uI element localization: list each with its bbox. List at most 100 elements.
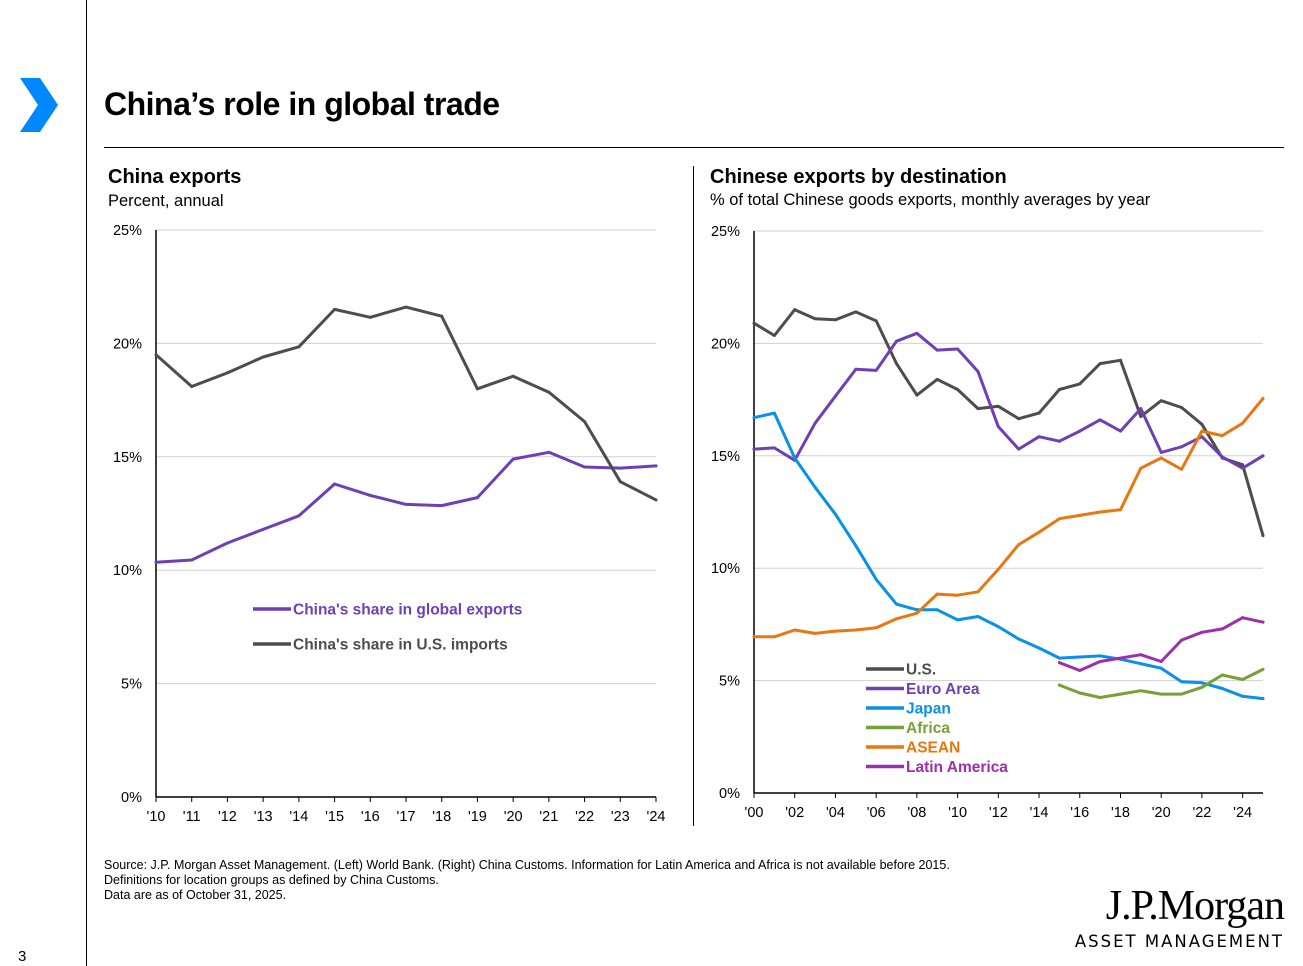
x-tick-label: '08	[907, 805, 926, 821]
data-point	[1261, 396, 1265, 400]
x-tick-label: '24	[647, 809, 666, 825]
legend-label: China's share in global exports	[293, 602, 522, 619]
data-point	[1078, 382, 1082, 386]
data-point	[654, 498, 658, 502]
x-tick-label: '12	[218, 809, 237, 825]
data-point	[1098, 659, 1102, 663]
data-point	[261, 355, 265, 359]
source-note: Source: J.P. Morgan Asset Management. (L…	[104, 858, 950, 903]
data-point	[1078, 429, 1082, 433]
series-line	[752, 308, 1265, 538]
data-point	[1220, 627, 1224, 631]
data-point	[935, 608, 939, 612]
data-point	[752, 321, 756, 325]
data-point	[475, 387, 479, 391]
data-point	[1037, 646, 1041, 650]
data-point	[813, 485, 817, 489]
data-point	[833, 512, 837, 516]
x-tick-label: '11	[183, 809, 201, 825]
x-tick-label: '22	[1192, 805, 1211, 821]
legend-label: Africa	[906, 720, 950, 737]
data-point	[1261, 534, 1265, 538]
data-point	[976, 590, 980, 594]
x-tick-label: '00	[745, 805, 764, 821]
data-point	[1220, 673, 1224, 677]
data-point	[1180, 680, 1184, 684]
legend-label: China's share in U.S. imports	[293, 637, 508, 654]
y-tick-label: 0%	[719, 786, 740, 802]
legend-label: Latin America	[906, 759, 1008, 776]
data-point	[996, 425, 1000, 429]
x-tick-label: '19	[468, 809, 487, 825]
data-point	[1139, 662, 1143, 666]
data-point	[752, 447, 756, 451]
data-point	[547, 450, 551, 454]
data-point	[1180, 638, 1184, 642]
legend-label: ASEAN	[906, 740, 960, 757]
data-point	[1078, 513, 1082, 517]
x-tick-label: '24	[1233, 805, 1252, 821]
left-chart-subtitle: Percent, annual	[108, 192, 224, 210]
data-point	[1159, 659, 1163, 663]
data-point	[915, 393, 919, 397]
data-point	[1139, 653, 1143, 657]
chevron-right-icon	[20, 78, 58, 132]
data-point	[1139, 414, 1143, 418]
data-point	[956, 593, 960, 597]
series-line	[752, 331, 1265, 470]
data-point	[833, 629, 837, 633]
title-divider	[104, 147, 1284, 148]
data-point	[1057, 683, 1061, 687]
data-point	[654, 464, 658, 468]
data-point	[1180, 467, 1184, 471]
data-point	[1118, 358, 1122, 362]
data-point	[1220, 455, 1224, 459]
data-point	[1139, 689, 1143, 693]
data-point	[996, 567, 1000, 571]
data-point	[1159, 666, 1163, 670]
legend-label: Euro Area	[906, 681, 980, 698]
x-tick-label: '16	[1070, 805, 1089, 821]
data-point	[956, 347, 960, 351]
data-point	[772, 446, 776, 450]
data-point	[996, 625, 1000, 629]
data-point	[1220, 434, 1224, 438]
data-point	[1098, 695, 1102, 699]
data-point	[895, 617, 899, 621]
data-point	[1180, 445, 1184, 449]
data-point	[1098, 362, 1102, 366]
data-point	[440, 314, 444, 318]
data-point	[1200, 429, 1204, 433]
source-line: Definitions for location groups as defin…	[104, 873, 439, 887]
data-point	[1057, 517, 1061, 521]
data-point	[297, 514, 301, 518]
data-point	[190, 558, 194, 562]
x-tick-label: '15	[325, 809, 344, 825]
y-tick-label: 0%	[121, 790, 142, 806]
y-tick-label: 25%	[711, 224, 740, 240]
data-point	[1159, 692, 1163, 696]
data-point	[874, 319, 878, 323]
y-tick-label: 10%	[711, 561, 740, 577]
data-point	[1261, 454, 1265, 458]
data-point	[813, 317, 817, 321]
x-tick-label: '10	[948, 805, 967, 821]
data-point	[793, 628, 797, 632]
data-point	[813, 421, 817, 425]
x-tick-label: '12	[989, 805, 1008, 821]
left-chart-title: China exports	[108, 166, 242, 188]
data-point	[1261, 697, 1265, 701]
y-tick-label: 10%	[113, 563, 142, 579]
series-line	[752, 397, 1265, 639]
data-point	[854, 367, 858, 371]
data-point	[1057, 661, 1061, 665]
series-line	[752, 411, 1265, 701]
data-point	[874, 577, 878, 581]
data-point	[440, 504, 444, 508]
legend-label: Japan	[906, 701, 951, 718]
x-tick-label: '18	[1111, 805, 1130, 821]
data-point	[915, 331, 919, 335]
y-tick-label: 5%	[719, 674, 740, 690]
data-point	[333, 482, 337, 486]
data-point	[772, 411, 776, 415]
